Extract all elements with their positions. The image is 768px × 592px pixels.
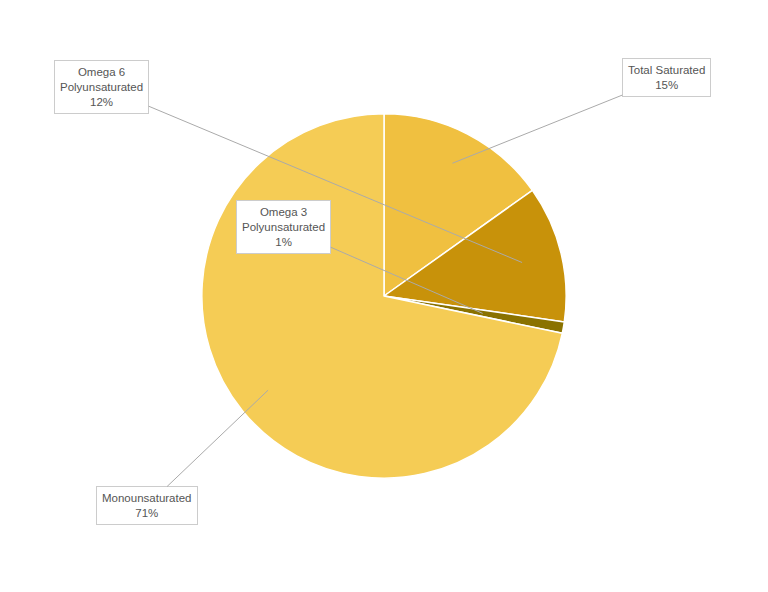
svg-text:Omega 3Polyunsaturated1%: Omega 3Polyunsaturated1% bbox=[242, 206, 325, 248]
svg-text:Monounsaturated71%: Monounsaturated71% bbox=[102, 492, 192, 519]
svg-text:Omega 6Polyunsaturated12%: Omega 6Polyunsaturated12% bbox=[60, 66, 143, 108]
svg-text:Total Saturated15%: Total Saturated15% bbox=[628, 64, 705, 91]
